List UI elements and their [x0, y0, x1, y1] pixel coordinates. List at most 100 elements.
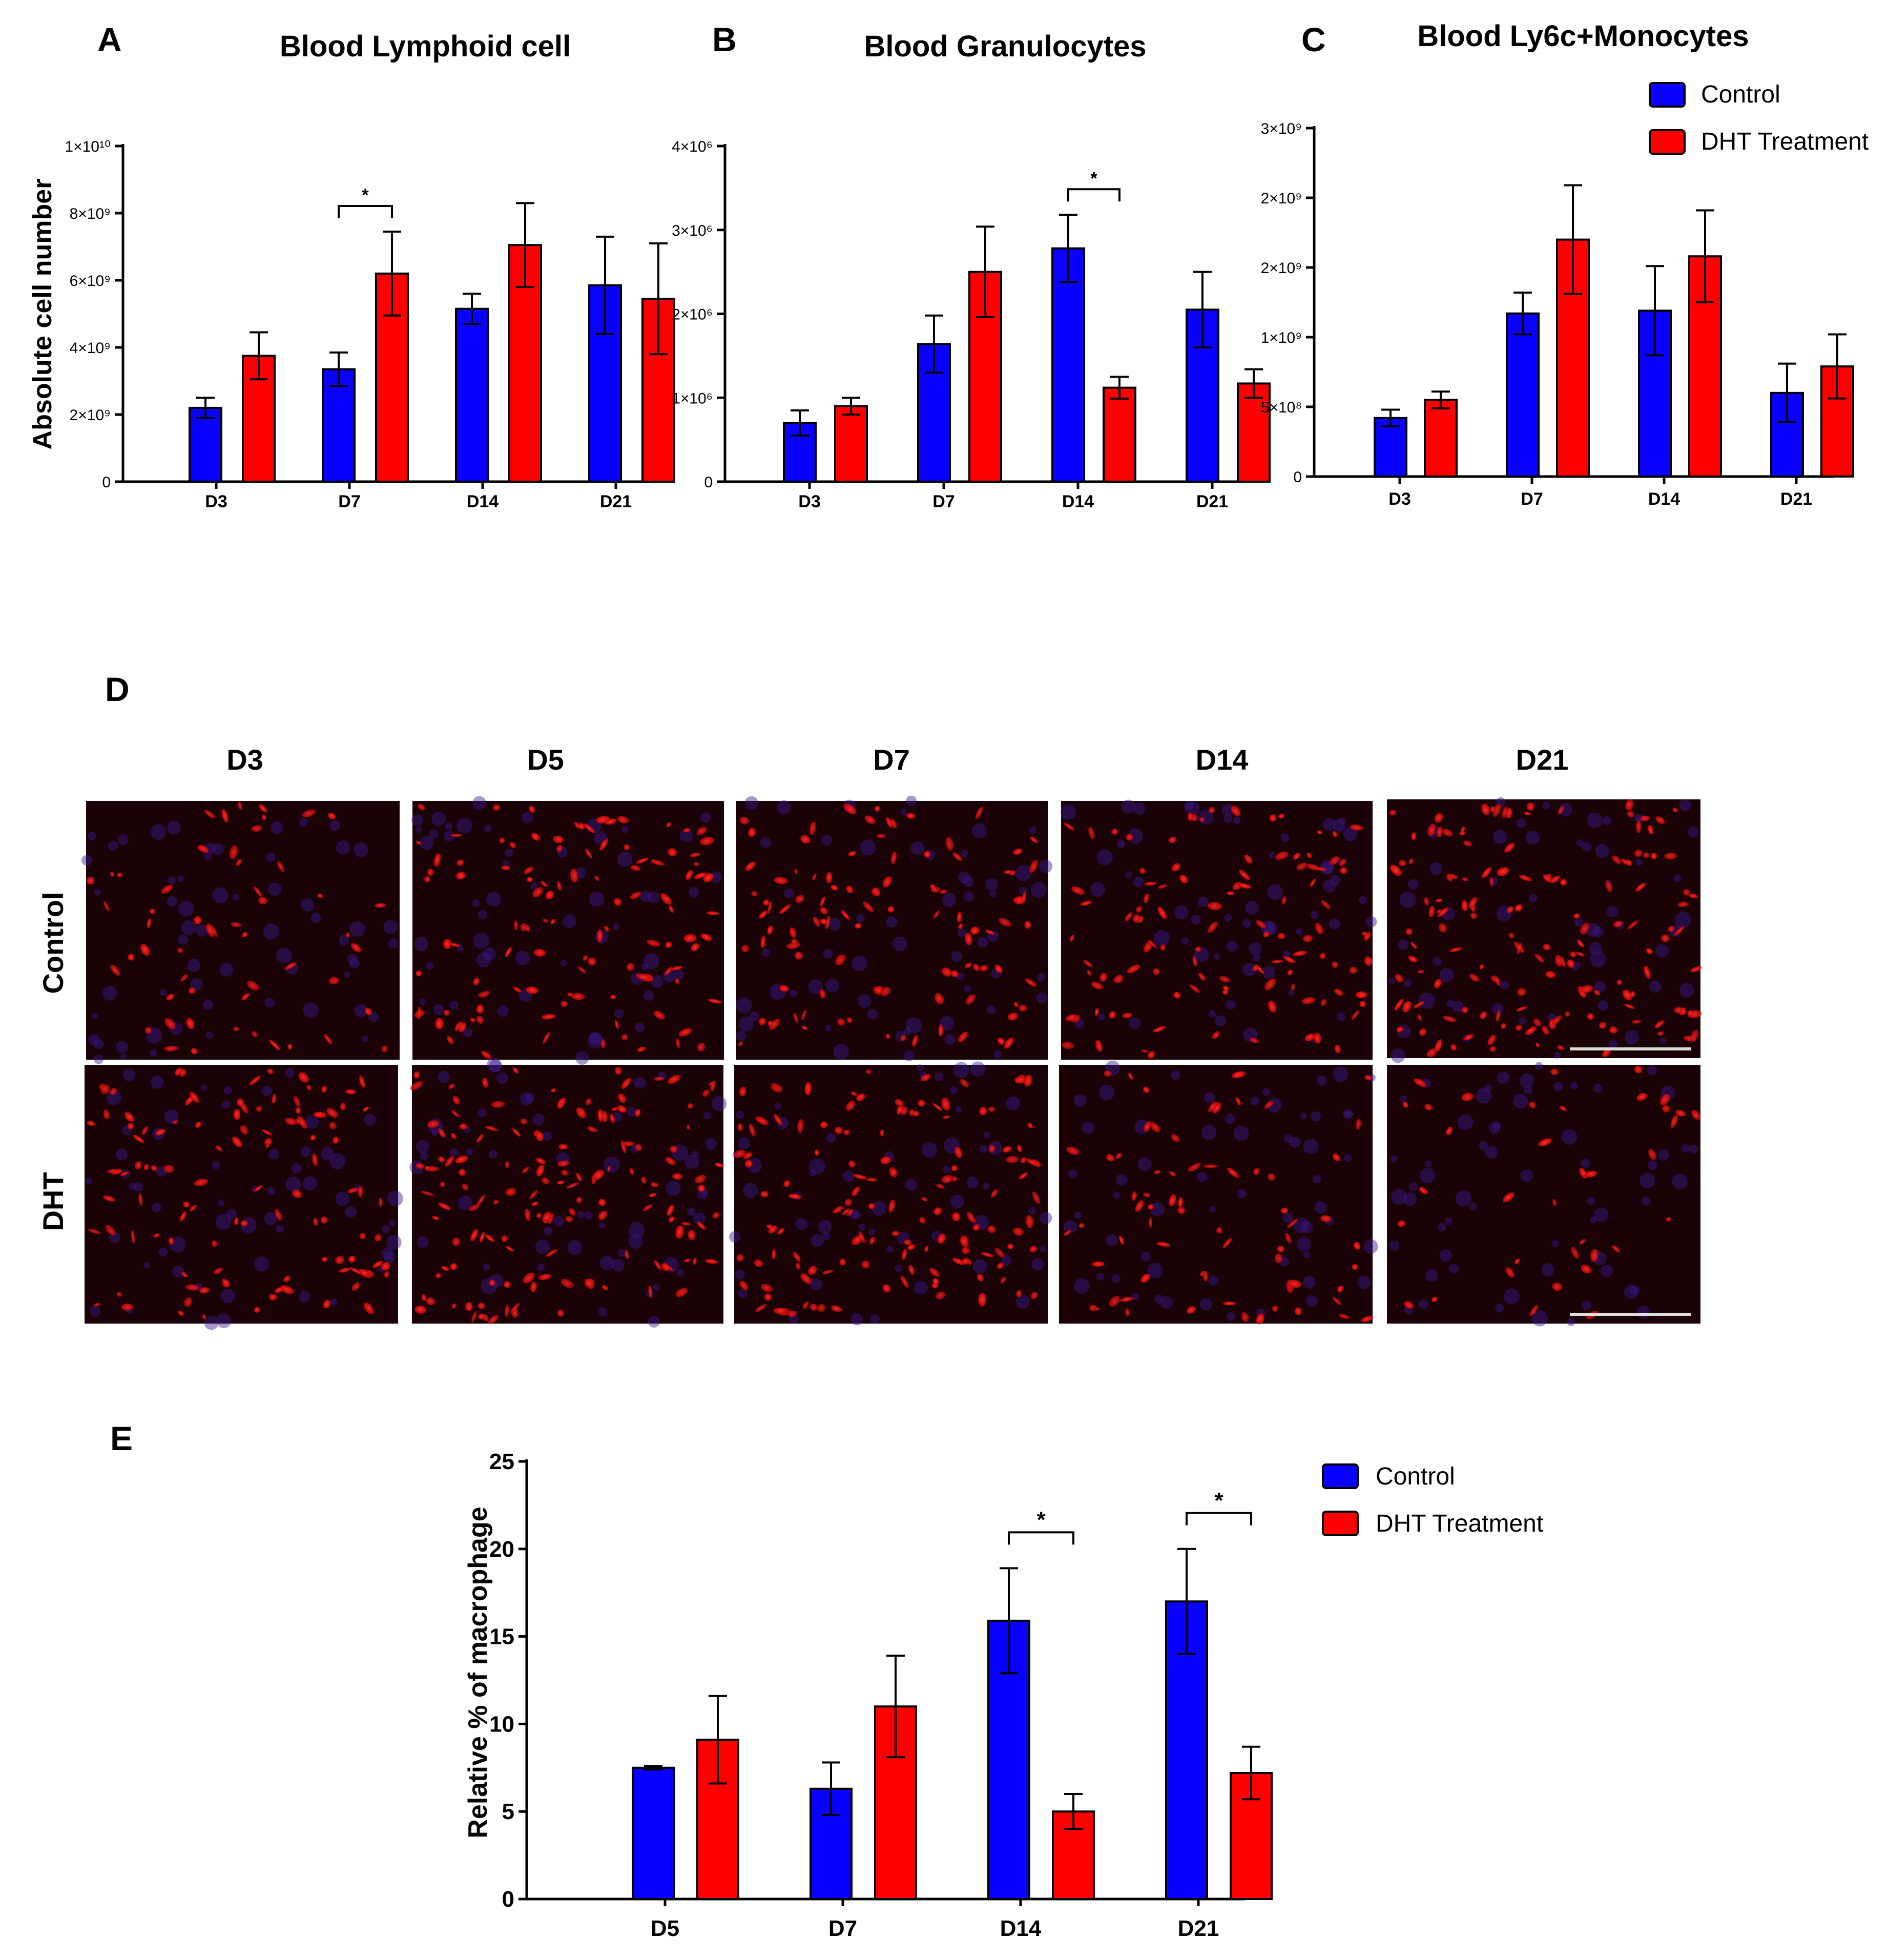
stained-cell — [789, 927, 796, 938]
stained-cell — [1434, 813, 1443, 823]
stained-cell — [1029, 1246, 1037, 1253]
nucleus-spot — [1303, 1251, 1311, 1258]
stained-cell — [1624, 1003, 1634, 1009]
stained-cell — [183, 1201, 190, 1208]
nucleus-spot — [944, 1034, 955, 1045]
nucleus-spot — [1133, 877, 1144, 888]
stained-cell — [351, 1282, 360, 1291]
nucleus-spot — [128, 1182, 137, 1191]
stained-cell — [1355, 1119, 1361, 1130]
nucleus-spot — [1125, 871, 1132, 878]
stained-cell — [529, 1190, 538, 1200]
stained-cell — [1515, 1024, 1522, 1031]
stained-cell — [1489, 1046, 1496, 1052]
nucleus-spot — [1303, 1139, 1319, 1154]
nucleus-spot — [903, 1050, 915, 1061]
stained-cell — [533, 948, 546, 957]
significance-bracket — [338, 205, 393, 219]
nucleus-spot — [472, 796, 486, 810]
nucleus-spot — [749, 1012, 759, 1021]
stained-cell — [535, 1158, 546, 1164]
stained-cell — [738, 1041, 743, 1046]
panel-letter-d: D — [105, 670, 130, 708]
y-tick-label: 0 — [1293, 469, 1302, 486]
nucleus-spot — [1064, 1220, 1077, 1234]
stained-cell — [802, 1301, 809, 1309]
stained-cell — [1364, 956, 1373, 966]
nucleus-spot — [784, 888, 795, 899]
stained-cell — [900, 1035, 906, 1041]
nucleus-spot — [107, 1090, 121, 1105]
nucleus-spot — [1074, 1211, 1082, 1220]
stained-cell — [1690, 1029, 1698, 1042]
stained-cell — [584, 1278, 594, 1289]
stained-cell — [135, 1161, 142, 1170]
y-tick-label: 0 — [102, 474, 111, 491]
stained-cell — [945, 837, 953, 851]
nucleus-spot — [560, 960, 567, 966]
stained-cell — [687, 1103, 693, 1109]
nucleus-spot — [1594, 1207, 1609, 1222]
stained-cell — [629, 1168, 634, 1175]
nucleus-spot — [985, 878, 998, 891]
stained-cell — [1143, 941, 1153, 953]
stained-cell — [600, 1110, 608, 1122]
stained-cell — [621, 1078, 631, 1089]
nucleus-spot — [604, 1157, 620, 1173]
stained-cell — [551, 1088, 556, 1092]
nucleus-spot — [383, 920, 398, 934]
stained-cell — [1538, 1138, 1552, 1146]
stained-cell — [1397, 1220, 1405, 1227]
nucleus-spot — [900, 809, 907, 816]
stained-cell — [1019, 1172, 1028, 1180]
nucleus-spot — [1153, 930, 1170, 946]
stained-cell — [1526, 802, 1535, 811]
stained-cell — [932, 1278, 939, 1285]
stained-cell — [1022, 891, 1026, 903]
stained-cell — [1640, 815, 1650, 821]
stained-cell — [185, 1284, 199, 1291]
micro-tile — [85, 1065, 403, 1330]
stained-cell — [1173, 992, 1181, 999]
nucleus-spot — [1503, 1288, 1520, 1305]
stained-cell — [760, 936, 766, 948]
stained-cell — [1065, 1014, 1077, 1021]
micro-col-label: D7 — [873, 744, 910, 776]
nucleus-spot — [1060, 804, 1076, 820]
nucleus-spot — [386, 1234, 402, 1250]
stained-cell — [194, 916, 202, 924]
stained-cell — [161, 884, 173, 894]
nucleus-spot — [963, 876, 974, 888]
nucleus-spot — [204, 1315, 219, 1330]
nucleus-spot — [1359, 896, 1367, 904]
nucleus-spot — [575, 1051, 589, 1065]
nucleus-spot — [1420, 1168, 1436, 1183]
stained-cell — [846, 1209, 854, 1216]
stained-cell — [1268, 1000, 1276, 1013]
micro-tile — [1059, 1060, 1378, 1325]
nucleus-spot — [703, 1111, 711, 1120]
stained-cell — [538, 1273, 551, 1281]
stained-cell — [1156, 1242, 1171, 1247]
stained-cell — [941, 1175, 953, 1183]
stained-cell — [1004, 1037, 1014, 1049]
stained-cell — [306, 1084, 312, 1090]
stained-cell — [478, 1302, 485, 1309]
stained-cell — [1399, 860, 1406, 866]
nucleus-spot — [993, 1050, 1002, 1059]
stained-cell — [1492, 803, 1501, 817]
stained-cell — [1689, 893, 1698, 899]
nucleus-spot — [1468, 1202, 1477, 1210]
nucleus-spot — [1121, 799, 1135, 814]
nucleus-spot — [910, 841, 925, 855]
nucleus-spot — [486, 892, 501, 907]
micro-tile — [81, 801, 400, 1064]
stained-cell — [1139, 868, 1146, 874]
stained-cell — [592, 1169, 604, 1181]
nucleus-spot — [868, 1228, 876, 1236]
stained-cell — [585, 1098, 592, 1105]
nucleus-spot — [381, 1247, 393, 1260]
panel-letter-a: A — [97, 20, 122, 58]
x-tick-label: D21 — [1196, 492, 1228, 511]
stained-cell — [528, 806, 535, 813]
